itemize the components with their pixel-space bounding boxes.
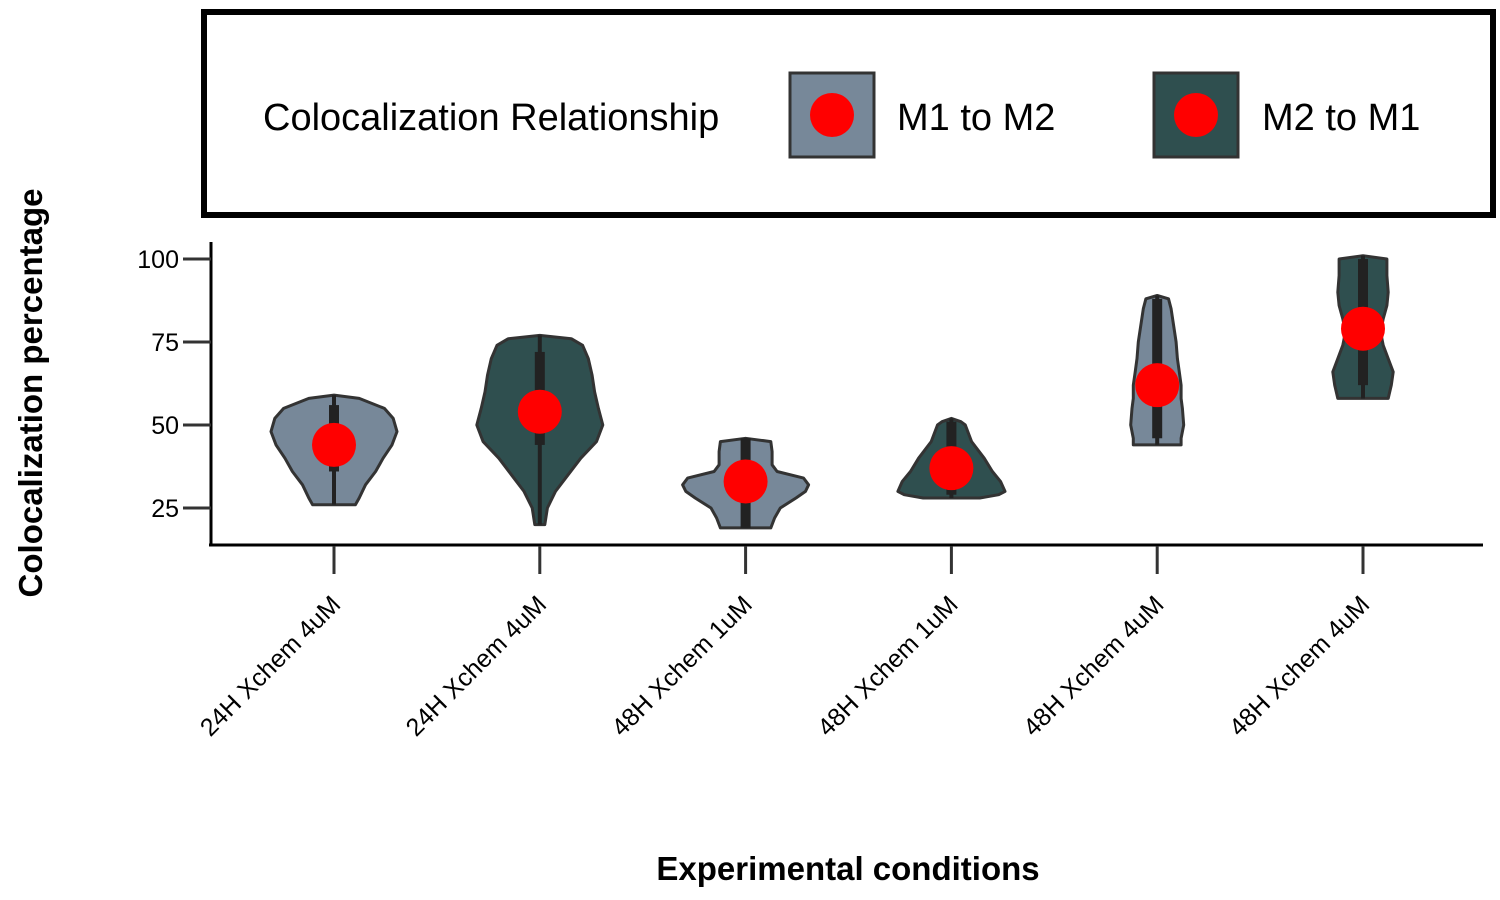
legend-title: Colocalization Relationship bbox=[263, 97, 719, 139]
mean-point bbox=[312, 422, 356, 467]
legend-label-m2-to-m1: M2 to M1 bbox=[1262, 97, 1420, 139]
violin bbox=[475, 333, 605, 527]
violin bbox=[1129, 294, 1186, 447]
y-axis-title: Colocalization percentage bbox=[12, 189, 49, 598]
mean-point bbox=[517, 389, 562, 434]
y-tick-label: 25 bbox=[151, 495, 179, 523]
violin bbox=[1331, 254, 1395, 400]
y-tick-label: 100 bbox=[137, 246, 179, 274]
y-axis: 25 50 75 100 bbox=[137, 242, 213, 546]
x-tick-label: 24H Xchem 4uM bbox=[401, 590, 552, 741]
x-ticks: 24H Xchem 4uM 24H Xchem 4uM 48H Xchem 1uM 4… bbox=[195, 546, 1375, 742]
mean-point bbox=[723, 459, 768, 504]
x-tick-label: 48H Xchem 4uM bbox=[1018, 590, 1169, 741]
x-tick-label: 24H Xchem 4uM bbox=[195, 590, 346, 741]
mean-point bbox=[1341, 306, 1385, 351]
mean-point bbox=[1135, 363, 1180, 408]
x-tick-label: 48H Xchem 1uM bbox=[812, 590, 963, 741]
violin bbox=[269, 393, 399, 507]
x-tick-label: 48H Xchem 1uM bbox=[606, 590, 757, 741]
violin bbox=[896, 416, 1007, 500]
mean-point bbox=[929, 446, 974, 491]
legend: Colocalization Relationship M1 to M2 M2 … bbox=[201, 9, 1496, 218]
x-tick-label: 48H Xchem 4uM bbox=[1224, 590, 1375, 741]
y-tick-label: 50 bbox=[151, 412, 179, 440]
y-tick-label: 75 bbox=[151, 329, 179, 357]
violin-series bbox=[269, 254, 1395, 530]
legend-swatch-point bbox=[1174, 93, 1218, 137]
x-axis-title: Experimental conditions bbox=[656, 850, 1039, 887]
violin bbox=[681, 436, 811, 530]
legend-swatch-point bbox=[810, 93, 854, 137]
legend-label-m1-to-m2: M1 to M2 bbox=[897, 97, 1055, 139]
